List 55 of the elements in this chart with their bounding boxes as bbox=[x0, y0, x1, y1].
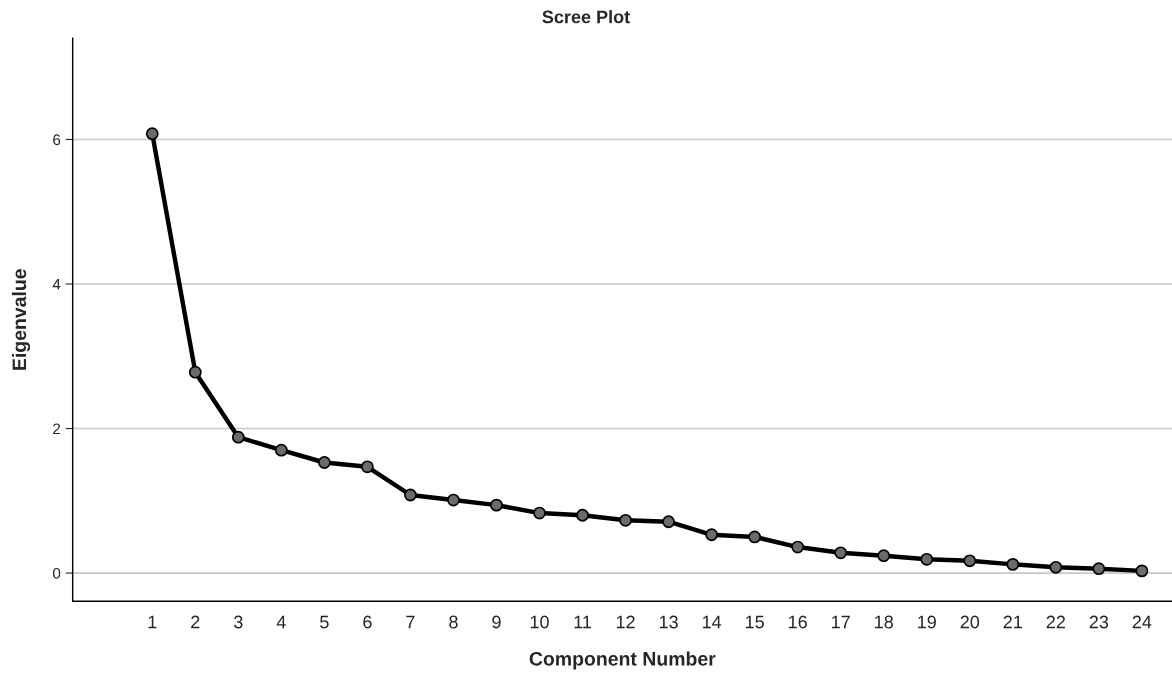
x-tick-label: 7 bbox=[406, 615, 415, 629]
x-tick-label: 24 bbox=[1132, 615, 1152, 629]
point bbox=[748, 530, 762, 544]
point bbox=[188, 365, 202, 379]
x-tick-label: 14 bbox=[702, 615, 722, 629]
x-tick-label: 22 bbox=[1046, 615, 1065, 629]
y-tick-label: 2 bbox=[53, 423, 61, 435]
x-tick-label: 19 bbox=[918, 615, 936, 629]
x-tick-label: 20 bbox=[960, 615, 980, 629]
y-axis-title: Eigenvalue bbox=[11, 269, 31, 370]
point bbox=[576, 508, 589, 522]
point bbox=[1092, 562, 1106, 576]
x-tick-label: 4 bbox=[276, 615, 286, 629]
x-tick-label: 13 bbox=[659, 615, 678, 629]
x-tick-label: 9 bbox=[492, 615, 501, 629]
x-tick-label: 16 bbox=[789, 615, 807, 629]
x-tick-label: 18 bbox=[875, 615, 893, 629]
x-tick-label: 5 bbox=[320, 615, 329, 629]
chart-title: Scree Plot bbox=[542, 10, 630, 24]
x-tick-label: 2 bbox=[191, 615, 200, 629]
x-tick-label: 1 bbox=[148, 615, 157, 629]
x-axis-title: Component Number bbox=[529, 651, 716, 670]
point bbox=[877, 549, 891, 563]
x-tick-label: 15 bbox=[745, 615, 764, 629]
x-tick-label: 11 bbox=[574, 615, 592, 629]
point bbox=[1006, 557, 1020, 571]
x-tick-label: 21 bbox=[1003, 615, 1022, 629]
point bbox=[662, 515, 675, 529]
point bbox=[317, 456, 331, 469]
x-tick-label: 17 bbox=[832, 615, 850, 629]
point bbox=[145, 127, 159, 141]
x-tick-label: 12 bbox=[616, 615, 635, 629]
x-tick-label: 10 bbox=[530, 615, 549, 629]
y-tick-label: 4 bbox=[52, 279, 61, 290]
point bbox=[231, 430, 245, 444]
point bbox=[834, 546, 848, 560]
point bbox=[361, 460, 374, 474]
point bbox=[1135, 564, 1149, 578]
point bbox=[274, 443, 288, 457]
x-tick-label: 3 bbox=[233, 615, 243, 629]
point bbox=[1049, 560, 1063, 574]
point bbox=[447, 493, 460, 507]
y-tick-label: 0 bbox=[52, 567, 61, 579]
point bbox=[791, 540, 805, 554]
y-tick-label: 6 bbox=[53, 134, 61, 146]
point bbox=[619, 513, 632, 527]
point bbox=[490, 498, 503, 512]
point bbox=[920, 552, 934, 566]
point bbox=[705, 528, 719, 542]
point bbox=[533, 506, 546, 520]
point bbox=[963, 554, 977, 568]
point bbox=[404, 488, 417, 502]
x-tick-label: 6 bbox=[363, 615, 372, 629]
x-tick-label: 8 bbox=[449, 615, 458, 629]
x-tick-label: 23 bbox=[1089, 615, 1109, 629]
